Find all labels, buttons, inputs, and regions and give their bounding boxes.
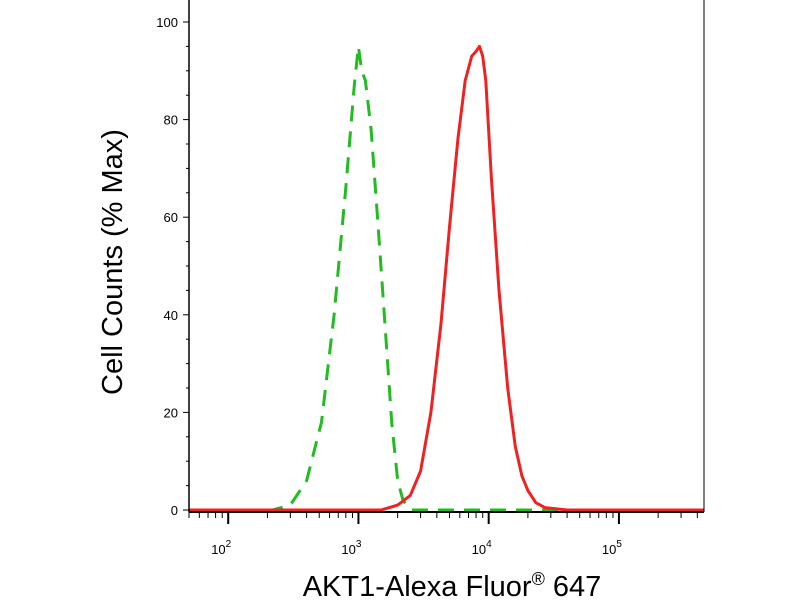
x-tick-label: 102 [211, 539, 231, 557]
y-tick-label: 80 [164, 113, 178, 128]
plot-area [189, 44, 704, 512]
x-axis-title: AKT1-Alexa Fluor® 647 [303, 569, 602, 600]
y-tick-label: 100 [156, 15, 178, 30]
x-tick-label: 103 [341, 539, 361, 557]
x-tick-label: 104 [472, 539, 492, 557]
series-line-sample [189, 44, 704, 512]
x-axis-title-main: AKT1-Alexa Fluor [303, 571, 532, 600]
axes: 0 20 40 60 80 100 102 103 104 105 [156, 0, 705, 557]
y-tick-label: 60 [164, 210, 178, 225]
y-tick-label: 20 [164, 405, 178, 420]
x-tick-label: 105 [602, 539, 622, 557]
y-axis-title: Cell Counts (% Max) [97, 129, 129, 395]
x-axis-title-tail: 647 [545, 571, 601, 600]
y-tick-label: 40 [164, 308, 178, 323]
series-line-control [189, 44, 704, 512]
y-tick-label: 0 [171, 503, 178, 518]
x-axis-title-registered-mark: ® [532, 569, 545, 589]
